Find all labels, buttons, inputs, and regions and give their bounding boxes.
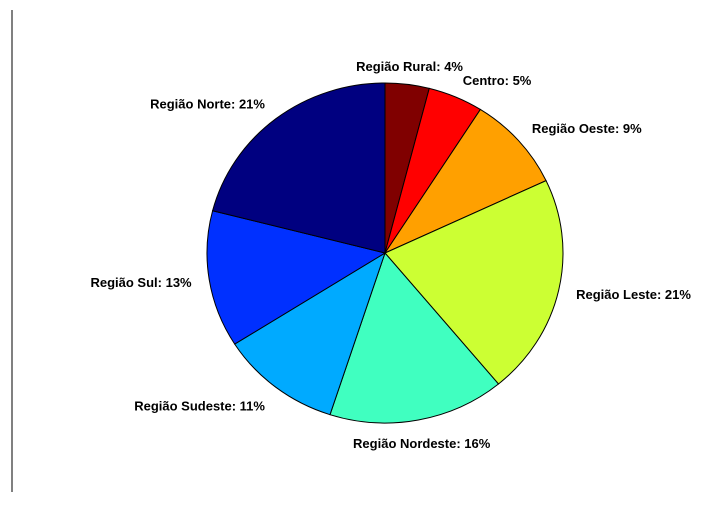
pie-slice — [211, 82, 386, 254]
pie-slice — [234, 251, 386, 416]
slice-label: Centro: 5% — [463, 73, 532, 88]
slice-label: Região Norte: 21% — [150, 97, 265, 112]
slice-label: Região Rural: 4% — [356, 59, 463, 74]
pie-slice — [383, 108, 547, 255]
slice-label: Região Nordeste: 16% — [353, 436, 491, 451]
slice-label: Região Sul: 13% — [90, 275, 192, 290]
pie-slice — [384, 179, 564, 385]
slice-label: Região Oeste: 9% — [532, 121, 642, 136]
slice-label: Região Leste: 21% — [576, 287, 691, 302]
slice-label: Região Sudeste: 11% — [134, 399, 265, 414]
pie-slice — [206, 210, 387, 345]
pie-slice — [329, 252, 500, 424]
